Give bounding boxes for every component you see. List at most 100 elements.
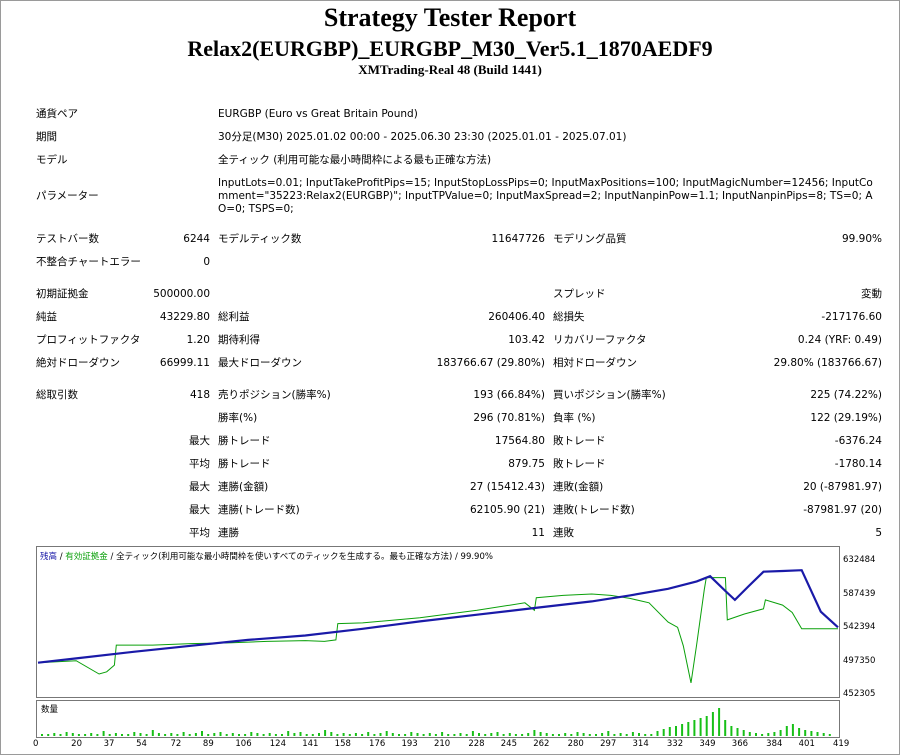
volume-bar	[213, 733, 216, 736]
net-label: 純益	[36, 311, 57, 323]
long-value: 225 (74.22%)	[810, 389, 882, 401]
volume-bar	[391, 733, 394, 736]
volume-bar	[133, 732, 136, 736]
abs-dd-label: 絶対ドローダウン	[36, 357, 120, 369]
volume-bar	[354, 733, 357, 736]
volume-bar	[434, 734, 437, 736]
recovery-label: リカバリーファクタ	[553, 334, 647, 346]
mismatch-value: 0	[203, 256, 210, 268]
trades-value: 418	[189, 389, 210, 401]
volume-bar	[176, 734, 179, 736]
volume-bar	[718, 708, 721, 736]
max-cons-win-cnt-label: 連勝(トレード数)	[218, 504, 300, 516]
volume-bar	[545, 733, 548, 736]
volume-bar	[404, 734, 407, 736]
volume-bar	[613, 734, 616, 736]
gross-loss-value: -217176.60	[821, 311, 882, 323]
x-tick-label: 366	[731, 739, 749, 749]
volume-bar	[151, 730, 154, 736]
x-tick-label: 349	[699, 739, 716, 749]
volume-bar	[711, 712, 714, 736]
volume-bar	[551, 734, 554, 736]
recovery-value: 0.24 (YRF: 0.49)	[797, 334, 882, 346]
volume-bar	[644, 734, 647, 736]
rel-dd-label: 相対ドローダウン	[553, 357, 637, 369]
expected-value: 103.42	[508, 334, 545, 346]
volume-bar	[59, 734, 62, 736]
volume-bar	[730, 726, 733, 736]
volume-bar	[274, 734, 277, 736]
rel-dd-value: 29.80% (183766.67)	[773, 357, 882, 369]
volume-bar	[453, 734, 456, 736]
volume-bar	[508, 733, 511, 736]
volume-bar	[231, 733, 234, 736]
volume-bar	[311, 734, 314, 736]
y-tick-label: 632484	[843, 555, 876, 566]
volume-bar	[201, 731, 203, 736]
expected-label: 期待利得	[218, 334, 260, 346]
volume-bar	[791, 724, 794, 736]
report-subtitle: Relax2(EURGBP)_EURGBP_M30_Ver5.1_1870AED…	[187, 36, 713, 61]
legend-sep-2: /	[107, 552, 117, 562]
mismatch-label: 不整合チャートエラー	[36, 256, 141, 268]
volume-bar	[724, 720, 727, 736]
x-tick-label: 158	[334, 739, 351, 749]
volume-bar	[484, 734, 487, 736]
largest-loss-value: -6376.24	[834, 435, 882, 447]
volume-bar	[422, 734, 425, 736]
volume-bar	[650, 734, 653, 736]
max-cons-loss-cnt-value: -87981.97 (20)	[803, 504, 882, 516]
volume-bar	[748, 732, 751, 736]
abs-dd-value: 66999.11	[159, 357, 210, 369]
volume-bar	[601, 733, 604, 736]
pf-value: 1.20	[186, 334, 210, 346]
y-tick-label: 497350	[843, 655, 876, 666]
report-title: Strategy Tester Report	[323, 3, 577, 32]
model-label: モデル	[36, 154, 68, 166]
avg-loss-value: -1780.14	[834, 458, 882, 470]
avg-cons-loss-label: 連敗	[553, 527, 574, 539]
balance-chart	[36, 546, 840, 698]
volume-bar	[656, 731, 659, 736]
volume-bar	[447, 734, 450, 736]
x-tick-label: 141	[302, 739, 319, 749]
x-tick-label: 124	[269, 739, 286, 749]
avg-label-1: 平均	[189, 458, 210, 470]
avg-cons-win-label: 連勝	[218, 527, 239, 539]
series-balance-line	[37, 569, 839, 664]
volume-bar	[736, 728, 739, 736]
volume-bar	[416, 733, 419, 736]
volume-bar	[90, 733, 93, 736]
volume-bar	[521, 734, 524, 736]
volume-bar	[755, 733, 757, 736]
volume-bar	[268, 733, 271, 736]
max-cons-loss-cnt-label: 連敗(トレード数)	[553, 504, 635, 516]
quality-value: 99.90%	[841, 233, 882, 245]
max-cons-win-amt-value: 27 (15412.43)	[470, 481, 545, 493]
volume-bar	[77, 734, 80, 736]
period-label: 期間	[36, 131, 57, 143]
win-rate-value: 296 (70.81%)	[473, 412, 545, 424]
volume-bar	[108, 734, 111, 736]
volume-bar	[441, 732, 444, 736]
volume-bar	[576, 732, 579, 736]
volume-bar	[225, 734, 228, 736]
volume-bar	[244, 734, 247, 736]
max-dd-label: 最大ドローダウン	[218, 357, 302, 369]
volume-bar	[157, 733, 160, 736]
volume-bar	[699, 718, 702, 736]
volume-bar	[398, 734, 400, 736]
volume-bar	[164, 734, 167, 736]
volume-bar	[127, 734, 130, 736]
volume-bar	[145, 734, 148, 736]
x-tick-label: 20	[71, 739, 82, 749]
volume-bar	[336, 734, 339, 736]
volume-bar	[514, 734, 517, 736]
loss-rate-value: 122 (29.19%)	[810, 412, 882, 424]
volume-bar	[53, 733, 56, 736]
volume-bar	[804, 730, 807, 736]
volume-bar	[238, 734, 240, 736]
volume-bar	[114, 733, 117, 736]
volume-bar	[250, 732, 253, 736]
volume-bar	[588, 734, 591, 736]
